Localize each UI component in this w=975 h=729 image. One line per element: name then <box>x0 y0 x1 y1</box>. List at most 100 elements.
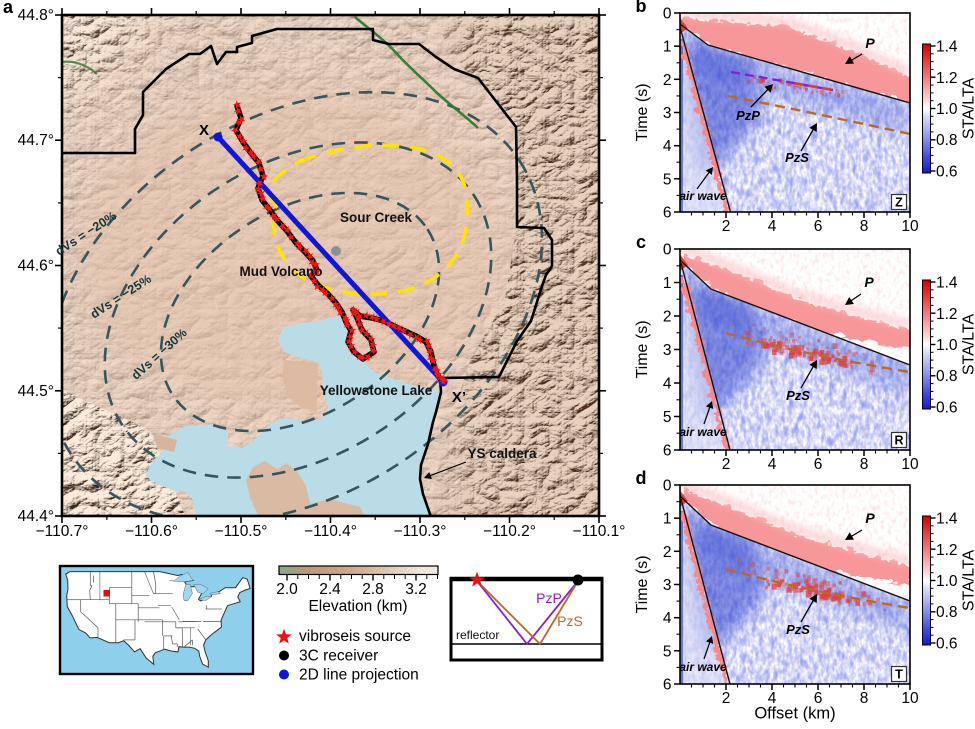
svg-text:4: 4 <box>768 456 777 473</box>
svg-text:0: 0 <box>663 478 672 495</box>
svg-text:STA/LTA: STA/LTA <box>961 314 975 376</box>
svg-text:2.0: 2.0 <box>276 581 298 598</box>
svg-text:1: 1 <box>663 275 672 292</box>
svg-text:Time (s): Time (s) <box>634 320 651 378</box>
svg-text:−110.3°: −110.3° <box>394 523 447 540</box>
svg-text:2: 2 <box>663 544 672 561</box>
svg-text:STA/LTA: STA/LTA <box>961 78 975 140</box>
svg-text:44.6°: 44.6° <box>18 258 54 275</box>
svg-text:4: 4 <box>768 218 777 235</box>
svg-text:2: 2 <box>663 309 672 326</box>
svg-text:8: 8 <box>860 456 869 473</box>
svg-text:4: 4 <box>663 376 672 393</box>
svg-text:2: 2 <box>663 72 672 89</box>
svg-text:air wave: air wave <box>679 660 727 674</box>
svg-text:−110.7°: −110.7° <box>36 523 89 540</box>
svg-text:5: 5 <box>663 171 672 188</box>
svg-text:0.6: 0.6 <box>936 636 958 653</box>
svg-text:Time (s): Time (s) <box>634 555 651 613</box>
svg-text:44.4°: 44.4° <box>18 508 54 525</box>
svg-text:Time (s): Time (s) <box>634 83 651 141</box>
svg-text:vibroseis source: vibroseis source <box>299 628 411 645</box>
svg-text:1.0: 1.0 <box>936 573 958 590</box>
svg-text:−110.5°: −110.5° <box>215 523 268 540</box>
svg-text:0.6: 0.6 <box>936 164 958 181</box>
svg-text:PzS: PzS <box>786 622 810 637</box>
svg-text:STA/LTA: STA/LTA <box>961 550 975 612</box>
svg-text:44.8°: 44.8° <box>18 7 54 24</box>
svg-text:2: 2 <box>722 690 731 707</box>
svg-text:1: 1 <box>663 39 672 56</box>
svg-text:0.8: 0.8 <box>936 132 958 149</box>
svg-text:1.2: 1.2 <box>936 542 958 559</box>
svg-text:X’: X’ <box>452 389 466 406</box>
svg-text:6: 6 <box>814 218 823 235</box>
svg-text:44.7°: 44.7° <box>18 132 54 149</box>
svg-text:1.0: 1.0 <box>936 337 958 354</box>
svg-text:b: b <box>636 0 647 16</box>
svg-text:4: 4 <box>663 610 672 627</box>
svg-text:0: 0 <box>663 242 672 259</box>
svg-text:0.8: 0.8 <box>936 604 958 621</box>
svg-text:PzS: PzS <box>786 388 810 403</box>
svg-text:PzS: PzS <box>557 613 583 629</box>
svg-text:2: 2 <box>722 218 731 235</box>
svg-text:P: P <box>865 35 875 51</box>
svg-text:0: 0 <box>663 6 672 23</box>
svg-text:YS caldera: YS caldera <box>467 446 537 461</box>
svg-text:PzS: PzS <box>785 150 809 165</box>
svg-text:6: 6 <box>663 677 672 694</box>
svg-text:2: 2 <box>722 456 731 473</box>
svg-text:Yellowstone Lake: Yellowstone Lake <box>320 383 433 398</box>
svg-text:1.2: 1.2 <box>936 306 958 323</box>
svg-text:4: 4 <box>663 138 672 155</box>
svg-text:6: 6 <box>663 443 672 460</box>
svg-text:X: X <box>199 122 209 139</box>
svg-text:0.6: 0.6 <box>936 400 958 417</box>
svg-text:d: d <box>636 468 647 488</box>
svg-text:3.2: 3.2 <box>405 581 427 598</box>
svg-text:1: 1 <box>663 511 672 528</box>
svg-text:1.4: 1.4 <box>936 39 958 56</box>
svg-text:6: 6 <box>663 205 672 222</box>
svg-text:2.4: 2.4 <box>319 581 341 598</box>
svg-text:P: P <box>864 274 874 290</box>
svg-text:reflector: reflector <box>456 628 499 642</box>
svg-text:1.4: 1.4 <box>936 511 958 528</box>
svg-text:10: 10 <box>901 690 919 707</box>
svg-text:10: 10 <box>901 218 919 235</box>
svg-text:8: 8 <box>860 218 869 235</box>
svg-text:3: 3 <box>663 342 672 359</box>
svg-text:0.8: 0.8 <box>936 368 958 385</box>
svg-text:5: 5 <box>663 409 672 426</box>
svg-text:air wave: air wave <box>679 189 727 203</box>
svg-text:5: 5 <box>663 643 672 660</box>
svg-text:8: 8 <box>860 690 869 707</box>
svg-text:a: a <box>3 0 14 17</box>
svg-text:Elevation (km): Elevation (km) <box>308 598 407 615</box>
svg-text:PzP: PzP <box>536 590 562 606</box>
svg-text:PzP: PzP <box>736 108 760 123</box>
svg-text:6: 6 <box>814 456 823 473</box>
svg-text:Offset (km): Offset (km) <box>754 705 835 723</box>
svg-text:P: P <box>865 510 875 526</box>
svg-text:Z: Z <box>895 196 903 210</box>
svg-text:2.8: 2.8 <box>362 581 384 598</box>
svg-text:Sour Creek: Sour Creek <box>340 210 413 225</box>
svg-text:air wave: air wave <box>679 425 727 439</box>
svg-text:T: T <box>895 668 903 682</box>
svg-text:3: 3 <box>663 105 672 122</box>
svg-text:3: 3 <box>663 577 672 594</box>
svg-text:10: 10 <box>901 456 919 473</box>
svg-text:−110.1°: −110.1° <box>573 523 626 540</box>
svg-text:44.5°: 44.5° <box>18 383 54 400</box>
svg-text:R: R <box>894 434 903 448</box>
svg-text:1.0: 1.0 <box>936 101 958 118</box>
svg-text:−110.2°: −110.2° <box>483 523 536 540</box>
svg-text:Mud Volcano: Mud Volcano <box>240 264 323 279</box>
svg-text:c: c <box>636 232 646 252</box>
svg-text:−110.6°: −110.6° <box>125 523 178 540</box>
svg-text:1.4: 1.4 <box>936 275 958 292</box>
svg-text:1.2: 1.2 <box>936 70 958 87</box>
svg-text:−110.4°: −110.4° <box>304 523 357 540</box>
